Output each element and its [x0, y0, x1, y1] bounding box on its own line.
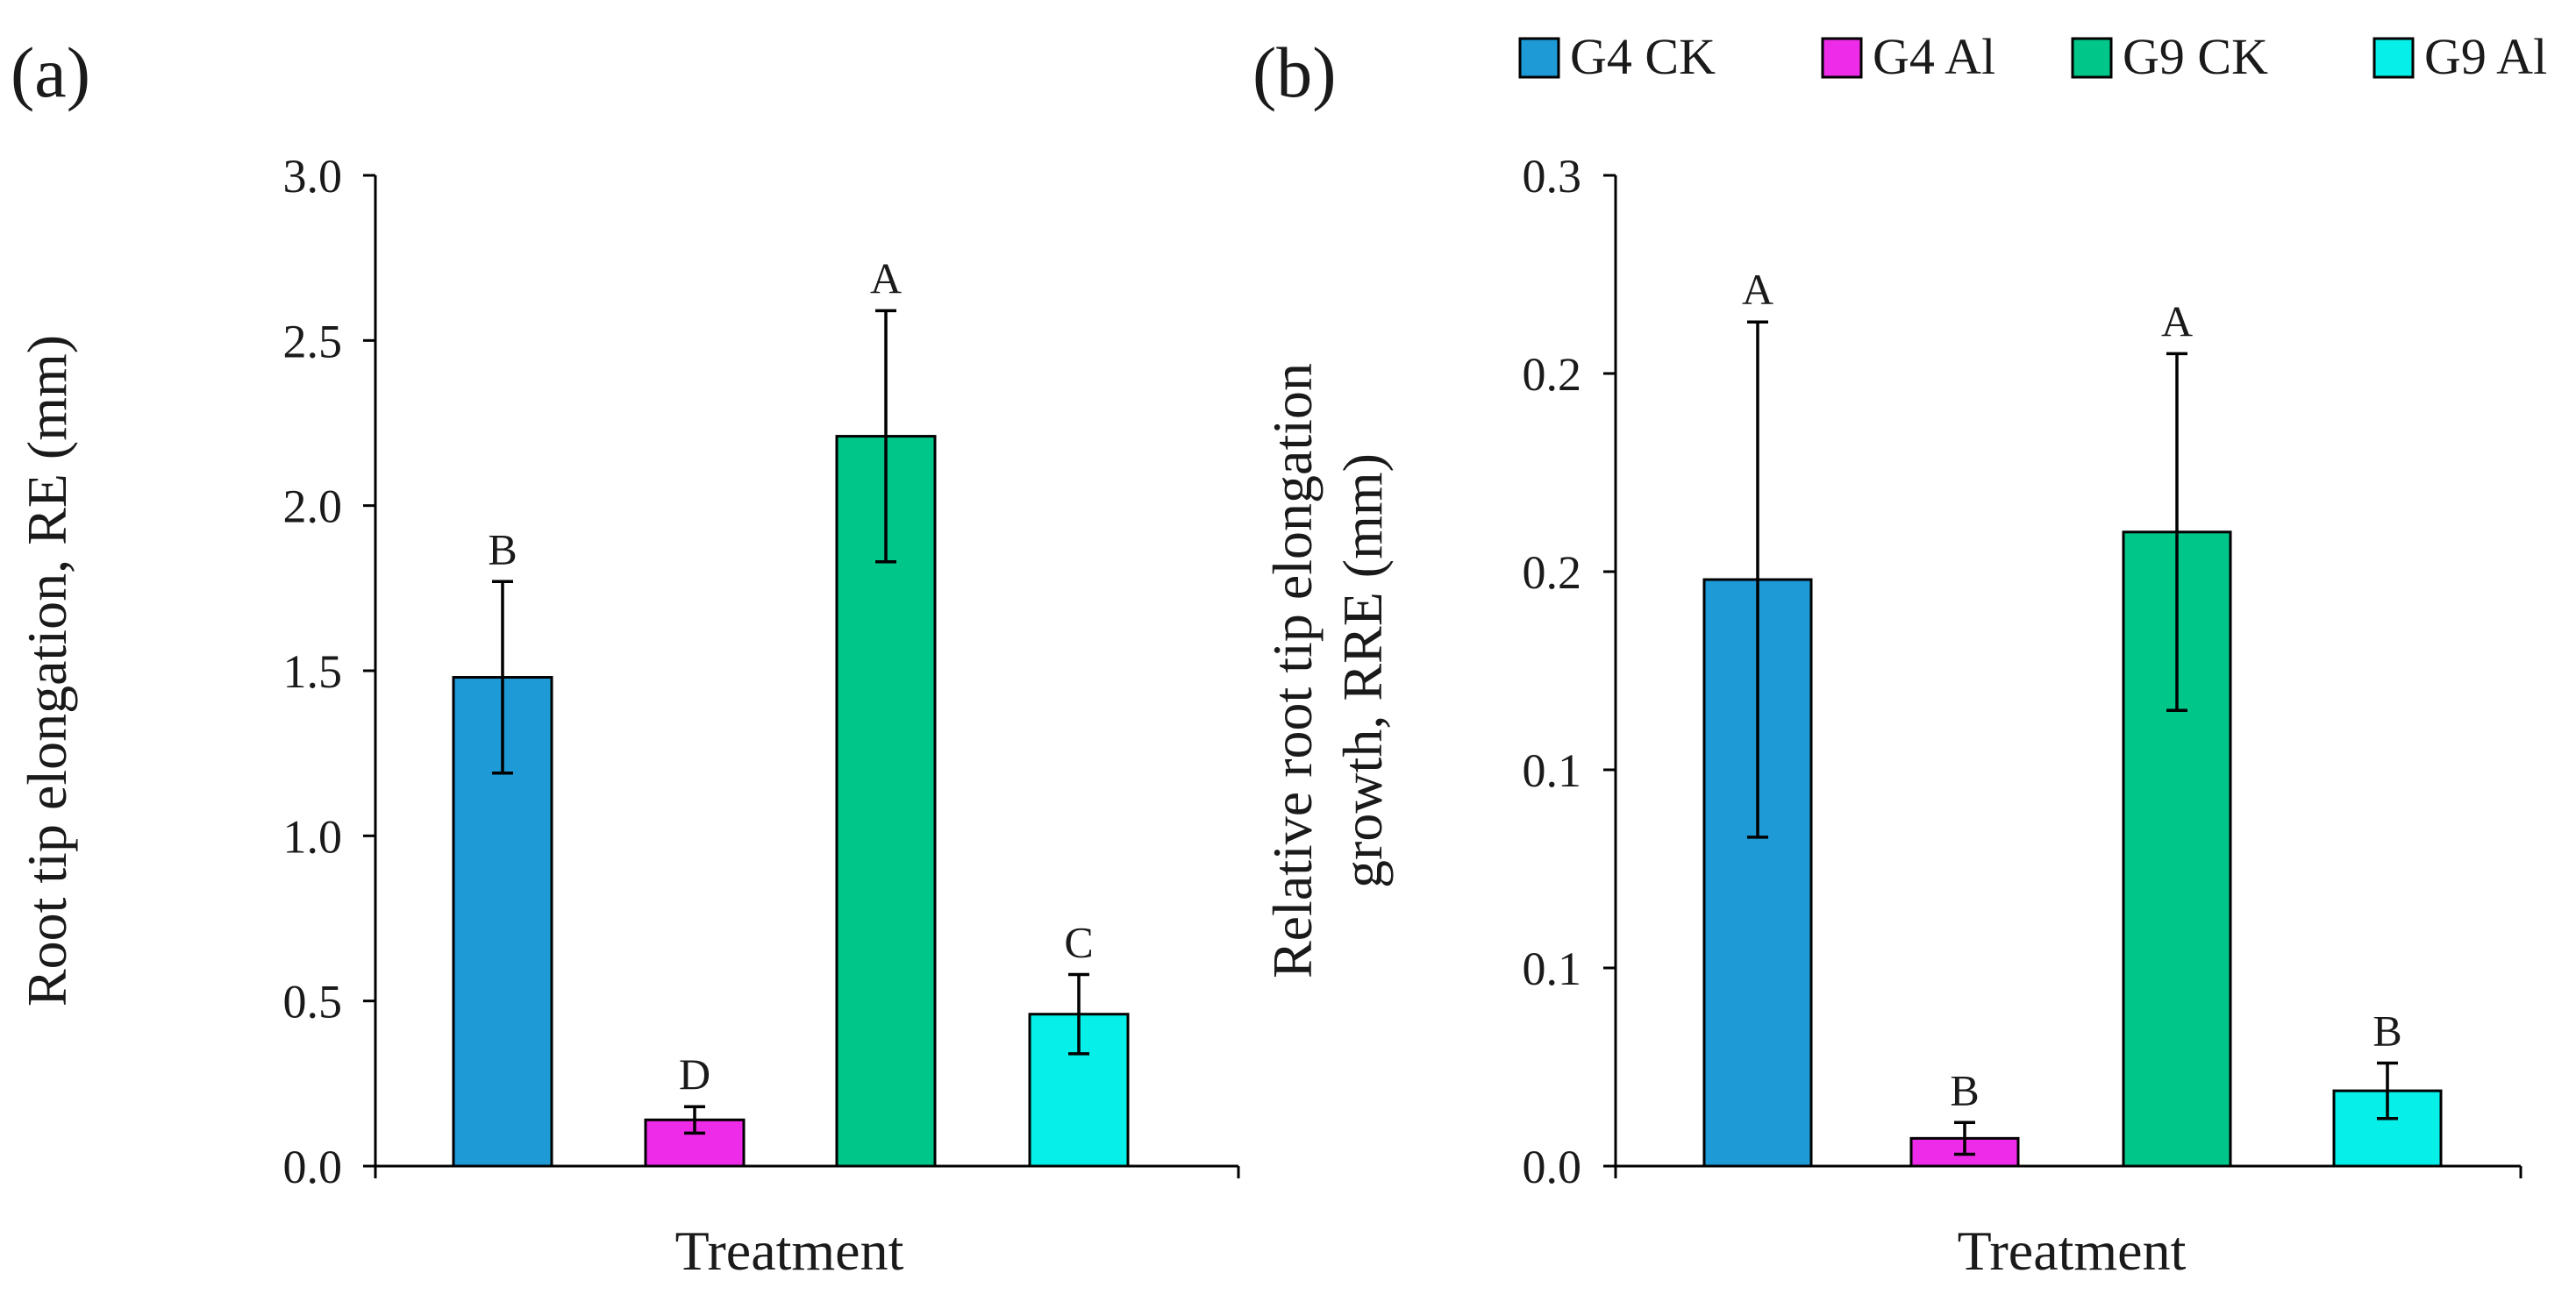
significance-letter: A: [870, 253, 902, 302]
y-tick-label: 3.0: [283, 150, 343, 203]
y-tick-label: 0.1: [1523, 943, 1582, 995]
y-tick-label: 0.0: [1523, 1141, 1582, 1193]
significance-letter: C: [1064, 918, 1093, 967]
legend-label-g4-ck: G4 CK: [1570, 28, 1716, 85]
y-tick-label: 1.0: [283, 810, 343, 863]
significance-letter: B: [2373, 1006, 2401, 1055]
legend-label-g9-al: G9 Al: [2424, 28, 2547, 85]
y-tick-label: 2.0: [283, 480, 343, 533]
panel-label-a: (a): [11, 32, 90, 112]
y-tick-label: 0.1: [1523, 744, 1582, 797]
x-axis-title: Treatment: [675, 1220, 904, 1282]
y-axis-title: Relative root tip elongation growth, RRE …: [1261, 363, 1394, 978]
panel-label-b: (b): [1252, 32, 1337, 112]
y-tick-label: 0.2: [1523, 348, 1582, 401]
legend: G4 CK G4 Al G9 CK G9 Al: [1518, 28, 2547, 85]
chart-relative-root-tip-elongation: 0.0 0.1 0.1 0.2 0.2 0.3 Treatment Relative root…: [1261, 150, 2522, 1282]
y-axis-title-line: Relative root tip elongation: [1261, 363, 1324, 978]
y-tick-label: 0.0: [283, 1141, 343, 1193]
legend-swatch-g4-al: [1821, 37, 1863, 79]
legend-swatch-g9-al: [2373, 37, 2415, 79]
legend-swatch-g4-ck: [1518, 37, 1560, 79]
x-axis-title: Treatment: [1958, 1220, 2187, 1282]
significance-letter: A: [1742, 265, 1773, 314]
y-tick-label: 2.5: [283, 315, 343, 367]
bar: [1028, 1013, 1130, 1168]
legend-swatch-g9-ck: [2071, 37, 2113, 79]
significance-letter: B: [1950, 1065, 1979, 1114]
significance-letter: A: [2161, 296, 2193, 345]
significance-letter: D: [679, 1049, 710, 1099]
y-axis-title-line: growth, RRE (mm): [1331, 453, 1394, 888]
y-tick-label: 0.5: [283, 976, 343, 1028]
y-tick-label: 0.2: [1523, 546, 1582, 599]
legend-label-g9-ck: G9 CK: [2123, 28, 2268, 85]
y-axis-title: Root tip elongation, RE (mm): [16, 335, 78, 1007]
legend-label-g4-al: G4 Al: [1873, 28, 1995, 85]
y-tick-label: 1.5: [283, 645, 343, 698]
significance-letter: B: [488, 524, 517, 573]
y-tick-label: 0.3: [1523, 150, 1582, 203]
chart-root-tip-elongation: 0.0 0.5 1.0 1.5 2.0 2.5 3.0 Treatment Root tip e…: [16, 150, 1240, 1282]
